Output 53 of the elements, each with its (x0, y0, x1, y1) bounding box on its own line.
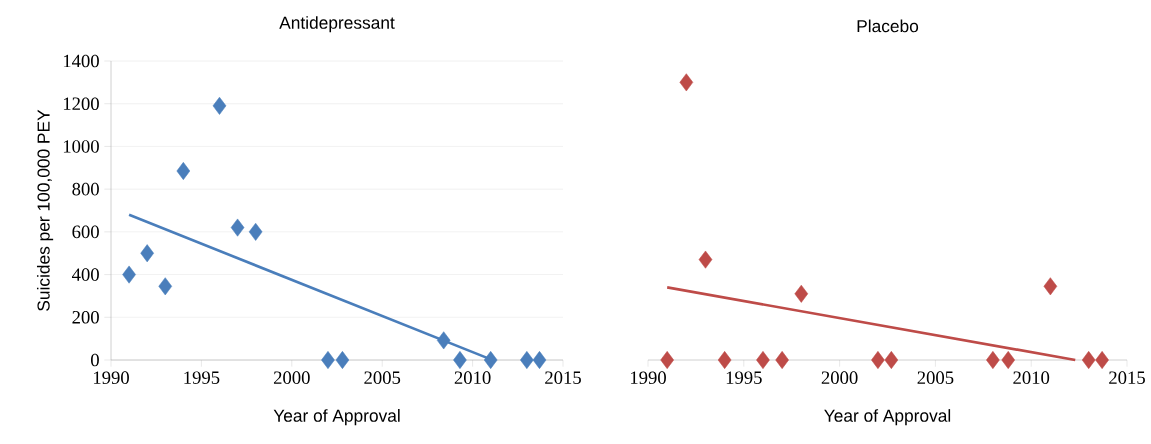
point (717, 351, 732, 369)
point (986, 351, 1000, 369)
point (679, 73, 694, 92)
point (453, 351, 467, 369)
point (1043, 277, 1058, 296)
point (1001, 351, 1015, 369)
point (483, 351, 498, 369)
point (248, 222, 263, 241)
point (756, 351, 770, 369)
chart-title: Antidepressant (279, 16, 395, 33)
point (698, 250, 713, 269)
x-tick-label: 2005 (917, 371, 954, 384)
x-axis-title: Year of Approval (273, 409, 400, 426)
point (871, 351, 885, 369)
y-tick-label: 1400 (63, 54, 99, 68)
x-tick-label: 1995 (184, 371, 220, 384)
x-tick-label: 1990 (630, 371, 666, 384)
y-tick-label: 800 (72, 182, 99, 196)
point (321, 351, 335, 369)
point (794, 284, 809, 303)
point (520, 351, 534, 369)
x-tick-label: 2000 (273, 371, 310, 384)
point (158, 277, 173, 296)
y-axis-title: Suicides per 100,000 PEY (36, 109, 54, 311)
point (335, 351, 350, 369)
x-tick-label: 2015 (1109, 371, 1145, 384)
point (532, 351, 547, 369)
y-tick-label: 1000 (63, 140, 99, 153)
point (775, 351, 789, 369)
point (176, 162, 191, 180)
y-tick-label: 400 (71, 268, 99, 281)
y-tick-label: 1200 (63, 97, 99, 111)
point (884, 351, 899, 369)
point (436, 331, 451, 350)
x-axis-title: Year of Approval (824, 409, 951, 426)
point (1095, 351, 1109, 369)
x-tick-label: 2000 (821, 371, 858, 384)
point (122, 265, 136, 284)
x-tick-label: 2005 (364, 371, 401, 384)
point (230, 218, 245, 237)
chart-title: Placebo (857, 19, 919, 33)
y-tick-label: 0 (91, 353, 99, 367)
point (212, 96, 227, 115)
point (140, 244, 154, 263)
x-tick-label: 1995 (726, 371, 762, 384)
x-tick-label: 2010 (454, 371, 491, 384)
y-tick-label: 200 (72, 310, 99, 324)
point (1081, 351, 1096, 369)
point (660, 351, 674, 369)
x-tick-label: 1990 (93, 371, 129, 384)
y-tick-label: 600 (72, 225, 99, 239)
x-tick-label: 2015 (545, 371, 581, 384)
x-tick-label: 2010 (1013, 371, 1050, 384)
